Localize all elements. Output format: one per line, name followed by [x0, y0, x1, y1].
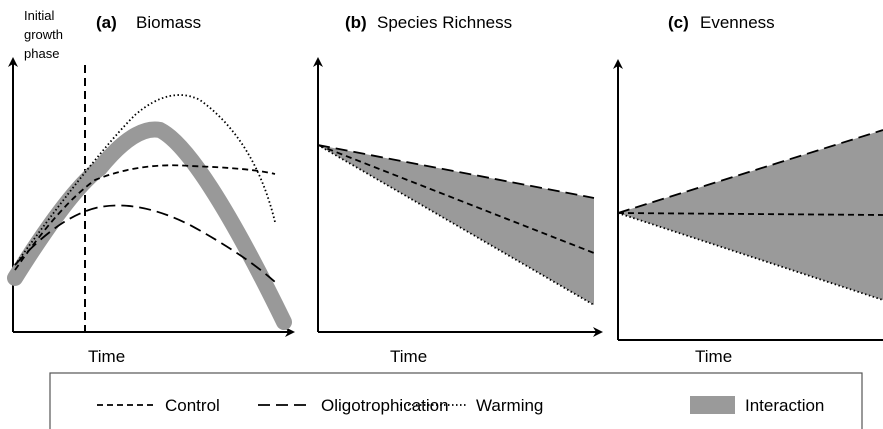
legend-label: Oligotrophication: [321, 396, 449, 415]
oligotrophication-line: [317, 144, 595, 199]
oligotrophication-line: [617, 129, 883, 214]
panel-label: (a): [96, 13, 117, 32]
panel-title: Species Richness: [377, 13, 512, 32]
control-line: [617, 212, 883, 216]
annotation: Initial: [24, 8, 54, 23]
legend: Control Oligotrophication Warming Intera…: [49, 372, 863, 429]
panel-b: (b) Species Richness Time: [313, 13, 603, 366]
annotation: growth: [24, 27, 63, 42]
panel-title: Biomass: [136, 13, 201, 32]
x-axis-label: Time: [88, 347, 125, 366]
interaction-area: [318, 145, 594, 305]
warming-line: [317, 144, 595, 306]
panel-a: (a) Biomass Initial growth phase Time: [7, 8, 295, 366]
legend-label: Control: [165, 396, 220, 415]
x-axis-label: Time: [695, 347, 732, 366]
legend-swatch: [690, 396, 735, 414]
panel-label: (c): [668, 13, 689, 32]
interaction-curve: [7, 121, 292, 330]
panel-label: (b): [345, 13, 367, 32]
panel-c: (c) Evenness Time: [613, 13, 883, 366]
annotation: phase: [24, 46, 59, 61]
warming-line: [617, 212, 883, 301]
oligotrophication-curve: [14, 204, 276, 283]
legend-label: Warming: [476, 396, 543, 415]
control-curve: [14, 164, 276, 271]
panel-title: Evenness: [700, 13, 775, 32]
legend-label: Interaction: [745, 396, 824, 415]
interaction-area: [618, 130, 883, 300]
x-axis-label: Time: [390, 347, 427, 366]
